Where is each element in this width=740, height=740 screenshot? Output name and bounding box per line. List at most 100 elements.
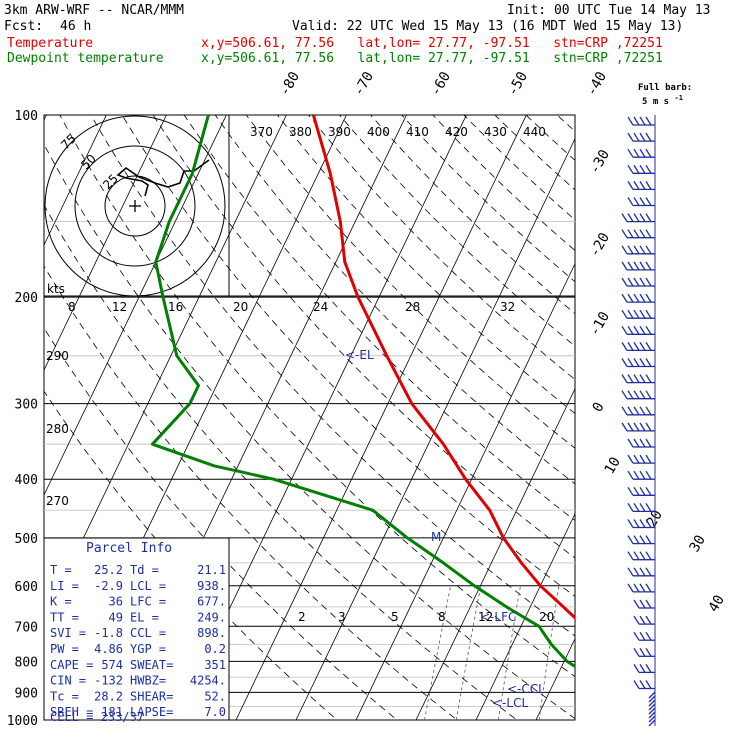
wind-barb [627,438,634,448]
mixing-ratio-label: 20 [539,610,554,624]
wind-barb [645,277,652,287]
hodograph-ring [104,175,166,237]
wind-barb [645,454,652,464]
parcel-row-value: -1.8 [94,626,123,640]
hodograph-ring [44,115,226,297]
wind-barb [633,293,640,303]
parcel-row-name: SHEAR= [130,689,173,703]
isotherm-label: 30 [687,532,709,555]
hodograph-speed-label: 28 [405,300,420,314]
wind-barb [633,406,640,416]
wind-barb [645,438,652,448]
wind-barb [645,132,652,142]
parcel-row-name: T = [50,563,72,577]
wind-barb [627,132,634,142]
wind-barb [639,615,646,625]
pressure-label: 1000 [7,714,38,729]
parcel-row-name: LAPSE= [130,705,173,719]
wind-barb [621,245,628,255]
wind-barb [621,277,628,287]
mixing-ratio-line [497,585,521,720]
parcel-row-value: 4.86 [94,642,123,656]
wind-barb [639,229,646,239]
parcel-row-name: Td = [130,563,159,577]
sounding-curves [150,115,575,669]
parcel-row-value: 21.1 [197,563,226,577]
theta-label: 440 [523,125,546,139]
forecast-hour: 46 h [60,19,92,34]
theta-side-label: 270 [46,494,69,508]
wind-barb [627,181,634,190]
parcel-row-value: 4254. [190,674,226,688]
wind-barb [633,599,640,609]
parcel-row-value: 181 [101,705,123,719]
wind-barb [633,454,640,464]
isotherm [44,115,167,371]
wind-barb [633,503,640,512]
wind-barb [639,470,646,480]
wind-barb [621,390,628,400]
wind-barb [621,213,628,222]
wind-barb [645,390,652,400]
wind-barb [645,519,652,528]
dry-adiabat [277,115,575,414]
wind-barb [645,374,652,383]
wind-barb [645,229,652,239]
wind-barb [639,309,646,319]
wind-barb [645,164,652,174]
dewpoint-curve [150,115,575,669]
wind-barb [627,551,634,561]
wind-barb [645,422,652,432]
wind-barb [633,631,640,641]
wind-barb [648,695,656,703]
wind-barb [639,261,646,271]
isotherm [295,137,575,720]
wind-barb [627,342,634,351]
wind-barb [645,486,652,496]
wind-barb [645,503,652,512]
dry-adiabat [59,115,575,678]
parcel-markers: <-EL M <-LFC <-CCL<-LCL [345,348,545,710]
wind-barb [627,229,634,239]
wind-barb [639,503,646,512]
wind-barb [639,293,646,303]
wind-barb [633,486,640,496]
wind-barb [627,583,634,593]
lcl-marker: <-LCL [492,696,528,710]
mixing-ratio-label: 12 [478,610,493,624]
pressure-label: 300 [15,398,38,413]
forecast-label: Fcst: [4,19,44,34]
isotherm-label: -30 [587,147,614,177]
wind-barb [627,245,634,255]
isotherm [596,115,740,720]
wind-barb [621,342,628,351]
wind-barb [645,325,652,335]
hodograph-speed-label: 8 [68,300,76,314]
wind-barb [633,277,640,287]
isotherm [716,115,740,720]
wind-barb [645,615,652,625]
wind-barb [627,277,634,287]
melting-marker: M [431,530,441,544]
wind-barb [627,213,634,222]
wind-barb [627,358,634,367]
wind-barb [645,148,652,158]
wind-barb [639,519,646,528]
wind-barb [645,647,652,657]
theta-label: 420 [445,125,468,139]
wind-barb [627,325,634,335]
wind-barb [633,535,640,544]
dewpoint-location-info: x,y=506.61, 77.56 lat,lon= 27.77, -97.51… [201,51,663,66]
isotherm-label: 40 [706,592,728,615]
wind-barb [627,503,634,512]
wind-barb [645,535,652,544]
parcel-row-value: 36 [109,595,123,609]
wind-barb [627,293,634,303]
wind-barb [648,699,656,707]
wind-barb [633,309,640,319]
isotherm-label: -50 [505,69,532,99]
wind-barb [639,486,646,496]
wind-barb [645,197,652,206]
theta-side-label: 290 [46,349,69,363]
